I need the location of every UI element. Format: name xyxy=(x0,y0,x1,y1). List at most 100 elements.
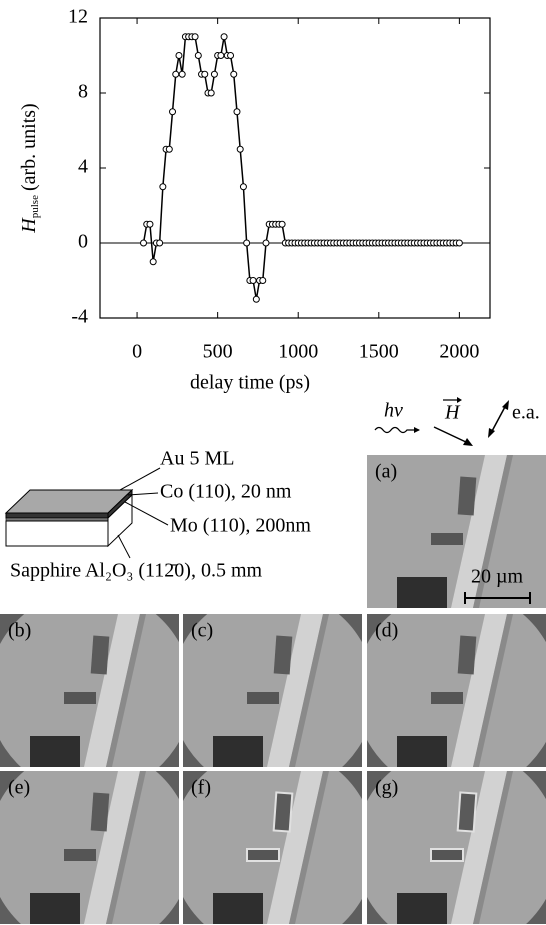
data-point xyxy=(278,220,286,228)
field xyxy=(0,614,179,767)
field-of-view xyxy=(0,771,179,924)
field xyxy=(367,614,546,767)
chart: -4 0 4 8 12 0 500 1000 1500 2000 xyxy=(68,6,491,363)
data-point xyxy=(455,239,463,247)
field-of-view xyxy=(183,771,362,924)
data-point xyxy=(210,70,218,78)
data-point xyxy=(236,145,244,153)
field-of-view xyxy=(367,455,546,608)
y-tick-label: 12 xyxy=(68,6,88,28)
pad xyxy=(397,577,447,608)
data-point xyxy=(156,239,164,247)
pad xyxy=(213,736,263,767)
data-point xyxy=(262,239,270,247)
y-tick-label: 0 xyxy=(78,231,88,253)
stripe xyxy=(267,614,323,767)
domain xyxy=(273,635,293,675)
field xyxy=(367,771,546,924)
stripe xyxy=(267,771,323,924)
data-point xyxy=(207,89,215,97)
domain xyxy=(64,849,96,861)
panel-label: (a) xyxy=(375,461,397,483)
data-point xyxy=(217,52,225,59)
data-point xyxy=(140,239,148,247)
y-tick-label: 4 xyxy=(78,156,88,178)
data-point xyxy=(149,258,157,266)
stripe xyxy=(84,771,140,924)
field xyxy=(0,771,179,924)
image-panel: (e) xyxy=(0,771,179,924)
stripe-edge xyxy=(473,771,513,924)
y-axis-label: Hpulse (arb. units) xyxy=(18,103,41,233)
data-point xyxy=(159,183,167,191)
data-point xyxy=(230,70,238,78)
panel-label: (d) xyxy=(375,620,398,642)
arrow-head xyxy=(457,397,462,403)
stripe-edge xyxy=(106,771,146,924)
x-tick-label: 1000 xyxy=(278,341,318,363)
pad xyxy=(30,893,80,924)
x-tick-label: 500 xyxy=(203,341,233,363)
easy-axis-arrow xyxy=(490,404,507,434)
data-point xyxy=(178,70,186,78)
image-panel: (f) xyxy=(183,771,362,924)
scale-bar-label: 20 µm xyxy=(471,566,524,588)
data-point xyxy=(233,108,241,116)
data-point xyxy=(252,295,260,303)
image-panel: (a) xyxy=(367,455,546,608)
x-tick-label: 2000 xyxy=(439,341,479,363)
layer-label: Co (110), 20 nm xyxy=(160,481,292,503)
data-point xyxy=(165,145,173,153)
sample-diagram xyxy=(4,467,169,559)
image-panel: (g) xyxy=(367,771,546,924)
field xyxy=(183,771,362,924)
panels: (a) (b) (c) (d) (e) (f) (g) 20 µm xyxy=(0,455,546,924)
arrow-head xyxy=(488,400,509,438)
data-point xyxy=(220,33,228,41)
stripe-edge xyxy=(473,614,513,767)
domain xyxy=(457,476,477,516)
x-tick-label: 0 xyxy=(132,341,142,363)
image-panel: (b) xyxy=(0,614,179,767)
pad xyxy=(213,893,263,924)
panel-label: (b) xyxy=(8,620,31,642)
plot-frame xyxy=(99,17,491,319)
data-point xyxy=(175,52,183,59)
data-point xyxy=(249,277,257,284)
stripe-edge xyxy=(106,614,146,767)
y-label-subscript: pulse xyxy=(29,195,41,218)
stripe-edge xyxy=(473,455,513,608)
arrow-head xyxy=(463,438,473,446)
domain xyxy=(246,848,280,862)
light-wave xyxy=(374,426,419,434)
field-of-view xyxy=(367,614,546,767)
domain xyxy=(90,792,110,832)
x-tick-label: 1500 xyxy=(359,341,399,363)
field-arrow xyxy=(433,426,469,444)
pad xyxy=(397,893,447,924)
arrow-head xyxy=(414,427,420,433)
layer-label: Au 5 ML xyxy=(160,448,234,470)
stripe xyxy=(451,771,507,924)
domain xyxy=(431,692,463,704)
stripe xyxy=(84,614,140,767)
pad xyxy=(30,736,80,767)
data-point xyxy=(239,183,247,191)
domain xyxy=(64,692,96,704)
domain xyxy=(431,533,463,545)
data-point xyxy=(194,52,202,59)
data-point xyxy=(243,239,251,247)
data-point xyxy=(201,70,209,78)
y-label-symbol: H xyxy=(18,217,40,234)
panel-label: (e) xyxy=(8,777,30,799)
easy-axis-label: e.a. xyxy=(512,402,540,424)
data-point xyxy=(227,52,235,59)
field xyxy=(183,614,362,767)
data-point xyxy=(169,108,177,116)
panel-label: (f) xyxy=(191,777,211,799)
stripe-edge xyxy=(289,771,329,924)
x-axis-label: delay time (ps) xyxy=(190,372,310,394)
y-label-unit: (arb. units) xyxy=(18,103,40,191)
data-line xyxy=(142,36,460,300)
panel-label: (c) xyxy=(191,620,213,642)
